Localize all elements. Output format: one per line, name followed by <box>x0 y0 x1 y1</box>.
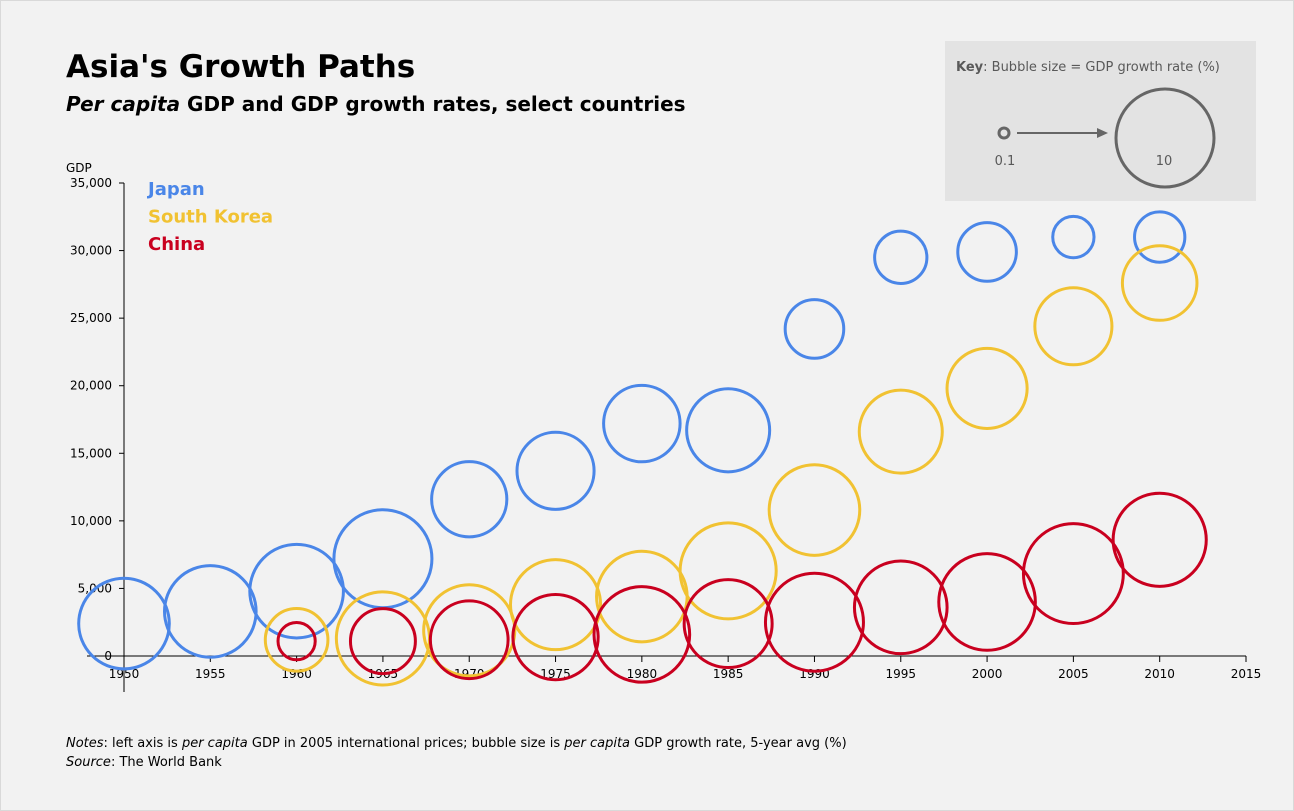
y-tick-label: 25,000 <box>70 311 112 325</box>
notes-line: Notes: left axis is per capita GDP in 20… <box>66 736 847 751</box>
y-tick-label: 10,000 <box>70 514 112 528</box>
bubble-china <box>682 578 774 670</box>
y-tick-label: 0 <box>104 649 112 663</box>
key-min-bubble <box>997 126 1011 140</box>
bubble-south-korea <box>945 346 1029 430</box>
bubble-japan <box>1133 210 1187 264</box>
bubble-south-korea <box>678 521 778 621</box>
legend: Japan South Korea China <box>146 179 273 255</box>
key-arrow-head <box>1097 128 1108 138</box>
y-tick-label: 20,000 <box>70 379 112 393</box>
x-tick-label: 1980 <box>627 667 658 681</box>
bubble-china <box>511 592 600 682</box>
bubble-south-korea <box>595 549 689 644</box>
x-tick-label: 2010 <box>1144 667 1175 681</box>
axes: GDP <box>66 161 1246 692</box>
chart-subtitle: Per capita GDP and GDP growth rates, sel… <box>66 92 686 116</box>
notes-text-b: GDP in 2005 international prices; bubble… <box>248 736 565 751</box>
y-ticks: 05,00010,00015,00020,00025,00030,00035,0… <box>70 176 124 663</box>
source-line: Source: The World Bank <box>66 755 222 770</box>
bubble-south-korea <box>767 463 862 557</box>
bubble-china <box>1111 491 1208 588</box>
subtitle-rest: GDP and GDP growth rates, select countri… <box>180 92 685 116</box>
source-label: Source <box>66 755 111 770</box>
chart-title: Asia's Growth Paths <box>66 49 415 85</box>
notes-label: Notes <box>66 736 104 751</box>
subtitle-emphasis: Per capita <box>66 92 180 116</box>
x-tick-label: 1955 <box>195 667 226 681</box>
bubble-japan <box>248 542 345 640</box>
x-tick-label: 1975 <box>540 667 571 681</box>
bubble-japan <box>515 430 596 511</box>
notes-em-2: per capita <box>563 736 630 751</box>
notes-em-1: per capita <box>181 736 248 751</box>
notes-text-a: : left axis is <box>104 736 182 751</box>
notes-text-c: GDP growth rate, 5-year avg (%) <box>630 736 847 751</box>
bubble-south-korea <box>509 558 603 652</box>
bubble-china <box>852 559 949 656</box>
legend-japan: Japan <box>146 179 205 200</box>
bubble-japan <box>77 576 171 671</box>
bubble-south-korea <box>263 606 330 673</box>
key-label: Key: Bubble size = GDP growth rate (%) <box>956 60 1220 75</box>
x-tick-label: 1995 <box>885 667 916 681</box>
key-label-rest: : Bubble size = GDP growth rate (%) <box>983 60 1220 75</box>
bubble-japan <box>602 383 682 464</box>
bubble-japan <box>956 221 1018 283</box>
key-label-bold: Key <box>956 60 984 75</box>
bubble-japan <box>162 564 258 659</box>
x-tick-label: 2000 <box>972 667 1003 681</box>
x-tick-label: 2005 <box>1058 667 1089 681</box>
bubbles <box>77 210 1208 687</box>
legend-china: China <box>148 234 205 255</box>
bubble-japan <box>685 387 772 474</box>
bubble-japan <box>783 298 846 360</box>
bubble-china <box>592 585 692 684</box>
x-tick-label: 1950 <box>109 667 140 681</box>
bubble-japan <box>1051 214 1096 260</box>
bubble-china <box>937 552 1037 652</box>
y-tick-label: 35,000 <box>70 176 112 190</box>
key-max-bubble <box>1114 87 1216 189</box>
legend-south-korea: South Korea <box>148 207 273 228</box>
size-key: Key: Bubble size = GDP growth rate (%) 0… <box>945 41 1256 201</box>
y-axis-title: GDP <box>66 161 92 175</box>
bubble-japan <box>430 460 509 539</box>
bubble-china <box>1021 522 1125 626</box>
key-max-label: 10 <box>1156 154 1173 169</box>
source-text: : The World Bank <box>111 755 222 770</box>
bubble-china <box>428 599 510 681</box>
bubble-china <box>276 621 317 662</box>
bubble-south-korea <box>1120 244 1199 322</box>
bubble-china <box>348 607 417 676</box>
y-tick-label: 30,000 <box>70 244 112 258</box>
bubble-china <box>763 571 865 673</box>
key-background <box>945 41 1256 201</box>
bubble-south-korea <box>1033 286 1114 367</box>
key-min-label: 0.1 <box>995 154 1016 169</box>
bubble-japan <box>873 229 929 285</box>
x-tick-label: 2015 <box>1231 667 1262 681</box>
bubble-south-korea <box>857 388 944 475</box>
y-tick-label: 15,000 <box>70 446 112 460</box>
x-tick-label: 1985 <box>713 667 744 681</box>
